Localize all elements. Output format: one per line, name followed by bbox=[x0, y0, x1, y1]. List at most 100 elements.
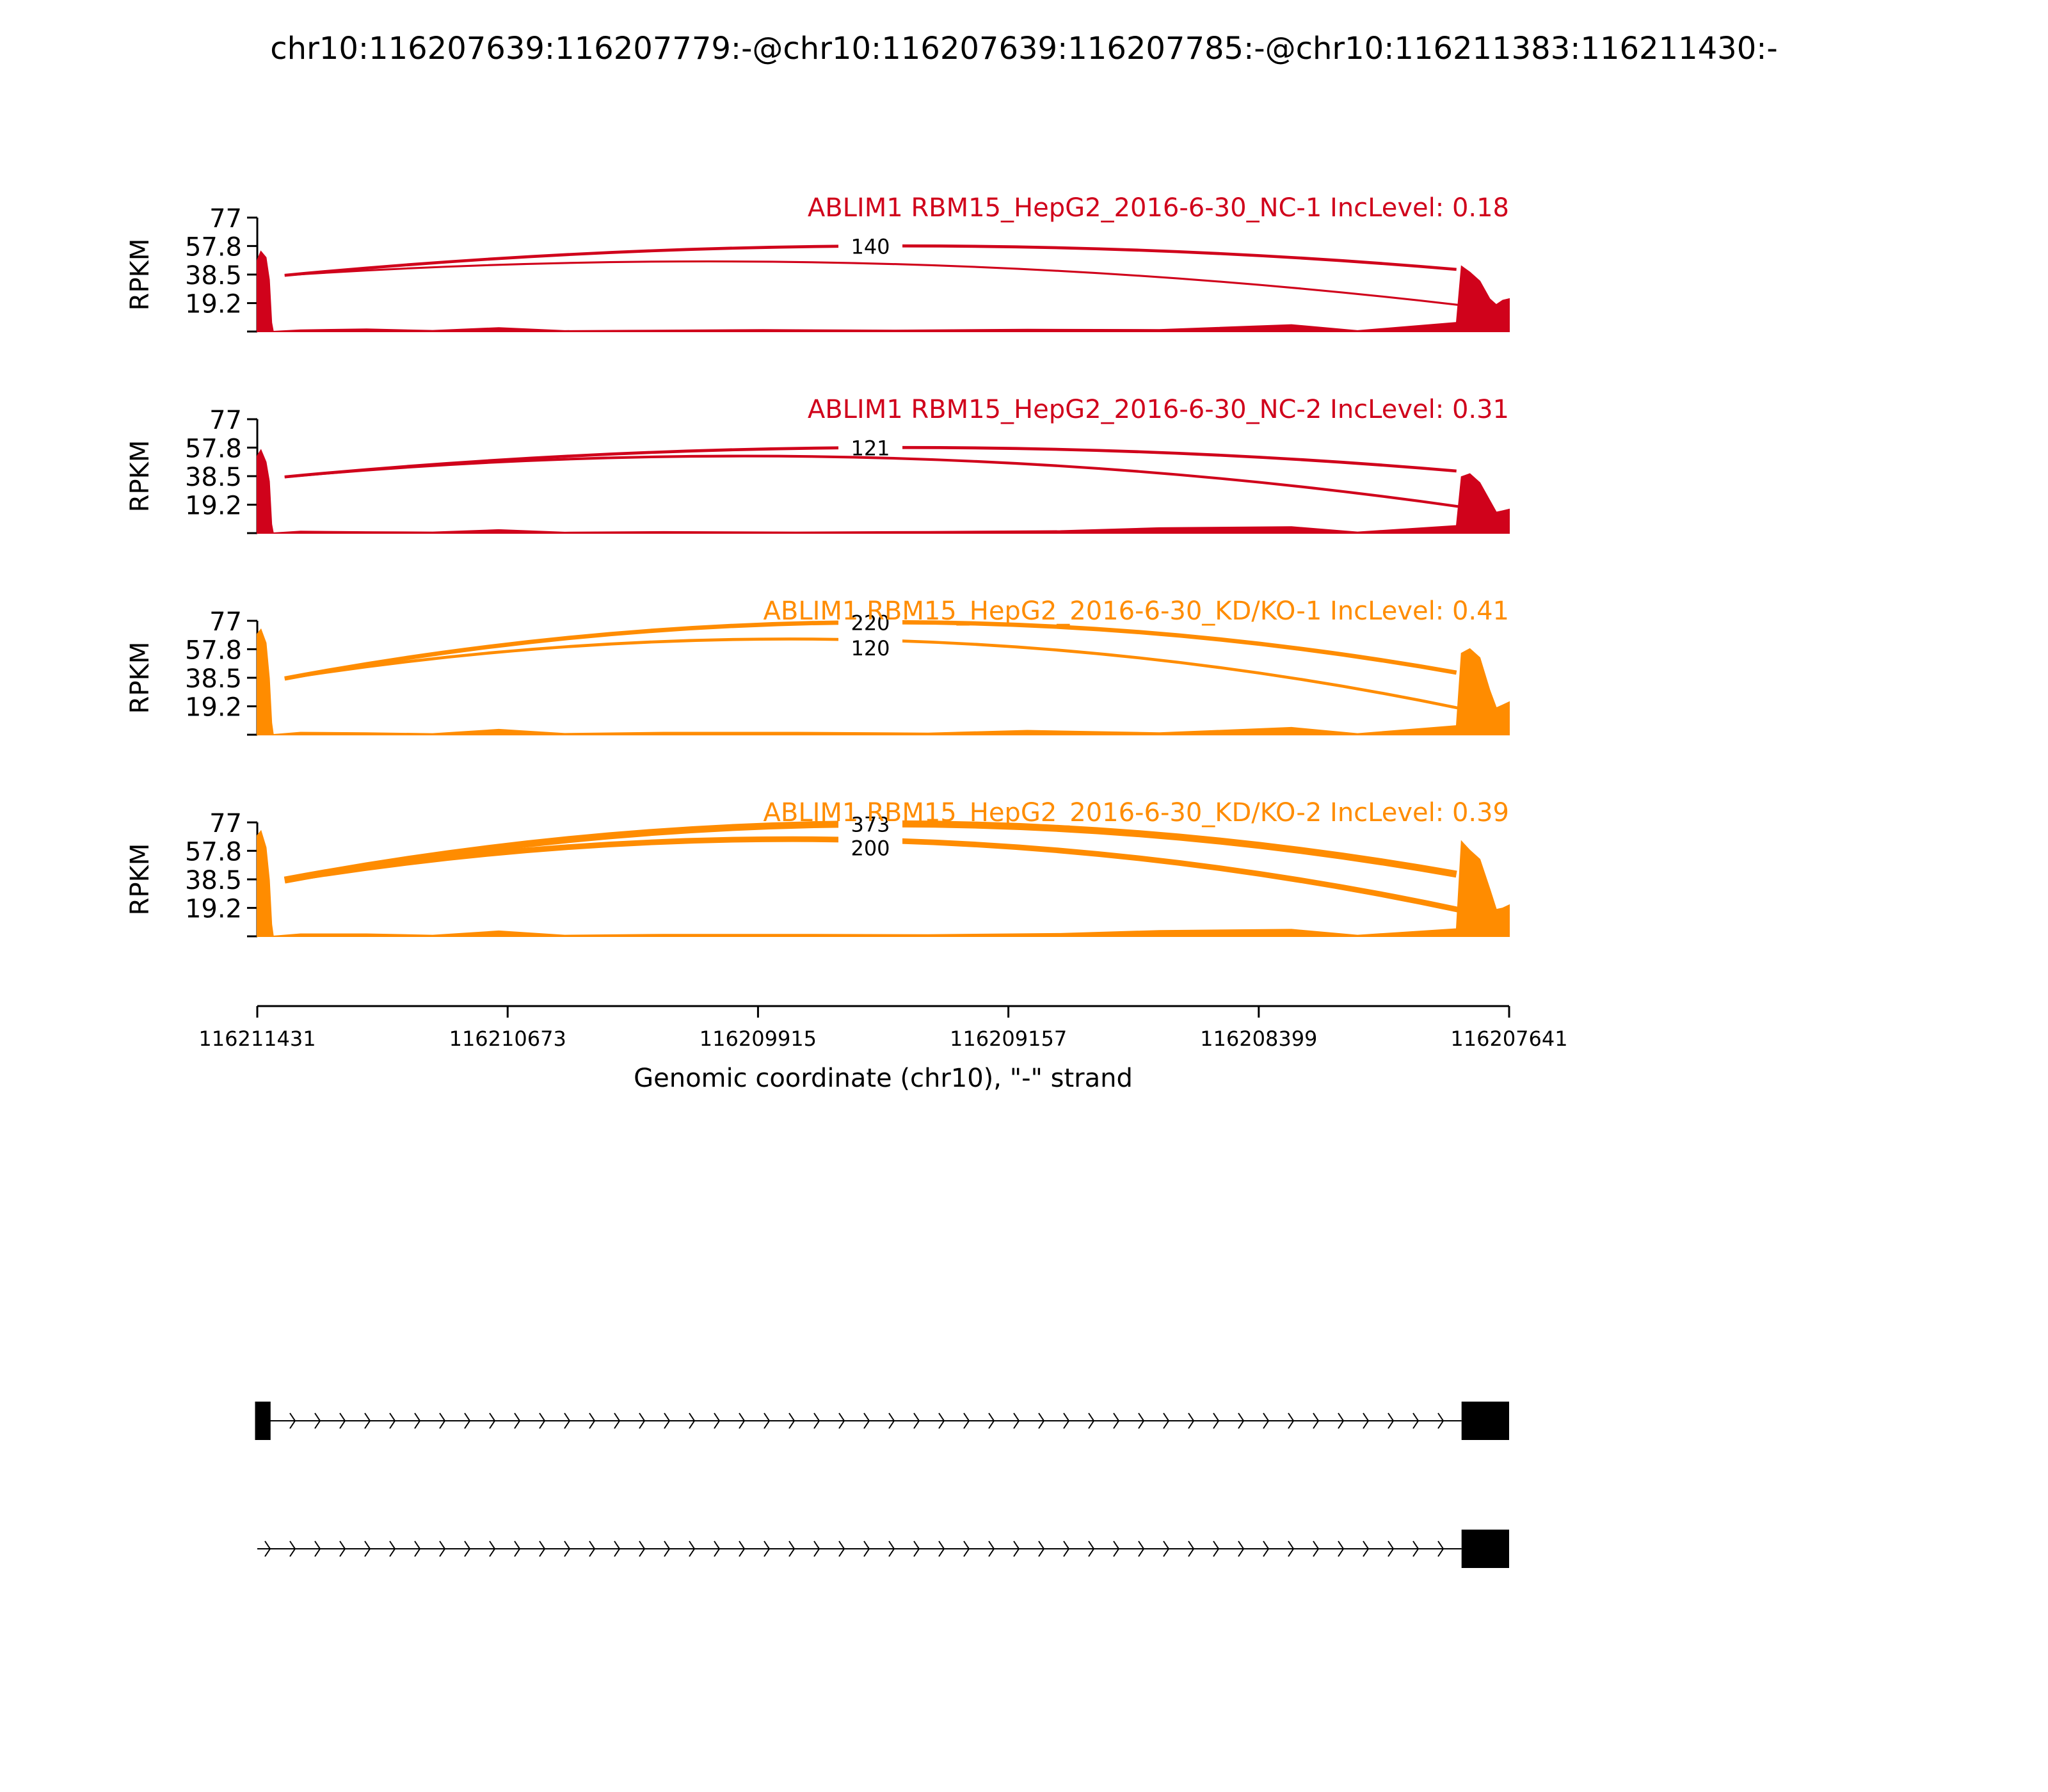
strand-arrow bbox=[1063, 1412, 1070, 1429]
strand-arrow bbox=[489, 1540, 496, 1557]
strand-arrow bbox=[1213, 1540, 1220, 1557]
y-tick-label: 77 bbox=[209, 809, 242, 838]
x-tick-label: 116208399 bbox=[1200, 1027, 1317, 1051]
strand-arrow bbox=[389, 1540, 396, 1557]
strand-arrow bbox=[863, 1540, 870, 1557]
strand-arrow bbox=[1113, 1412, 1120, 1429]
strand-arrow bbox=[838, 1540, 845, 1557]
strand-arrow bbox=[764, 1540, 771, 1557]
strand-arrow bbox=[589, 1412, 596, 1429]
strand-arrow bbox=[788, 1412, 796, 1429]
strand-arrow bbox=[1437, 1412, 1444, 1429]
strand-arrow bbox=[739, 1540, 746, 1557]
y-tick-label: 38.5 bbox=[185, 866, 242, 895]
y-axis-label: RPKM bbox=[125, 844, 155, 916]
junction-label-bg bbox=[838, 835, 902, 861]
x-axis-label: Genomic coordinate (chr10), "-" strand bbox=[634, 1064, 1133, 1093]
y-tick-label: 57.8 bbox=[185, 232, 242, 262]
strand-arrow bbox=[1363, 1540, 1370, 1557]
strand-arrow bbox=[414, 1412, 421, 1429]
strand-arrow bbox=[264, 1540, 271, 1557]
panel-title: ABLIM1 RBM15_HepG2_2016-6-30_NC-2 IncLev… bbox=[808, 395, 1509, 424]
strand-arrow bbox=[714, 1412, 721, 1429]
strand-arrow bbox=[664, 1412, 671, 1429]
strand-arrow bbox=[988, 1412, 995, 1429]
panel-title: ABLIM1 RBM15_HepG2_2016-6-30_KD/KO-1 Inc… bbox=[764, 596, 1509, 626]
junction-arc bbox=[284, 454, 1459, 508]
isoform-track bbox=[255, 1402, 1509, 1568]
strand-arrow bbox=[1313, 1412, 1320, 1429]
strand-arrow bbox=[813, 1412, 820, 1429]
strand-arrow bbox=[963, 1412, 970, 1429]
strand-arrow bbox=[813, 1540, 820, 1557]
coverage-area bbox=[257, 449, 1510, 534]
strand-arrow bbox=[913, 1540, 920, 1557]
strand-arrow bbox=[863, 1412, 870, 1429]
strand-arrow bbox=[1412, 1540, 1420, 1557]
strand-arrow bbox=[639, 1540, 646, 1557]
strand-arrow bbox=[1038, 1540, 1045, 1557]
strand-arrow bbox=[439, 1540, 446, 1557]
isoform-model bbox=[255, 1402, 1509, 1440]
strand-arrow bbox=[1437, 1540, 1444, 1557]
strand-arrow bbox=[1363, 1412, 1370, 1429]
x-tick-label: 116211431 bbox=[198, 1027, 316, 1051]
strand-arrow bbox=[888, 1412, 895, 1429]
junction-count-label: 373 bbox=[851, 812, 890, 836]
y-tick-label: 38.5 bbox=[185, 463, 242, 492]
x-tick-label: 116210673 bbox=[449, 1027, 566, 1051]
strand-arrow bbox=[589, 1540, 596, 1557]
strand-arrow bbox=[1213, 1412, 1220, 1429]
strand-arrow bbox=[788, 1540, 796, 1557]
x-tick-label: 116207641 bbox=[1450, 1027, 1567, 1051]
strand-arrow bbox=[614, 1540, 621, 1557]
strand-arrow bbox=[1163, 1540, 1170, 1557]
strand-arrow bbox=[539, 1540, 546, 1557]
strand-arrow bbox=[1188, 1540, 1195, 1557]
strand-arrow bbox=[689, 1540, 696, 1557]
y-tick-label: 57.8 bbox=[185, 636, 242, 665]
figure-title: chr10:116207639:116207779:-@chr10:116207… bbox=[270, 31, 1778, 67]
strand-arrow bbox=[539, 1412, 546, 1429]
y-tick-label: 77 bbox=[209, 607, 242, 637]
junction-label-bg bbox=[838, 233, 902, 259]
strand-arrow bbox=[514, 1412, 521, 1429]
strand-arrow bbox=[988, 1540, 995, 1557]
strand-arrow bbox=[1412, 1412, 1420, 1429]
strand-arrow bbox=[1338, 1412, 1345, 1429]
junction-count-label: 220 bbox=[851, 611, 890, 635]
strand-arrow bbox=[489, 1412, 496, 1429]
panel-title: ABLIM1 RBM15_HepG2_2016-6-30_NC-1 IncLev… bbox=[808, 193, 1509, 223]
y-tick-label: 19.2 bbox=[185, 693, 242, 723]
strand-arrow bbox=[1338, 1540, 1345, 1557]
strand-arrow bbox=[639, 1412, 646, 1429]
strand-arrow bbox=[1288, 1540, 1295, 1557]
y-axis-label: RPKM bbox=[125, 239, 155, 311]
strand-arrow bbox=[1113, 1540, 1120, 1557]
x-axis: 116211431 116210673 116209915 116209157 1162… bbox=[198, 1005, 1568, 1093]
y-tick-label: 77 bbox=[209, 204, 242, 234]
strand-arrow bbox=[614, 1412, 621, 1429]
junction-arc bbox=[284, 260, 1459, 306]
strand-arrow bbox=[1238, 1540, 1245, 1557]
y-tick-label: 19.2 bbox=[185, 895, 242, 924]
coverage-area bbox=[257, 829, 1510, 938]
strand-arrow bbox=[938, 1540, 945, 1557]
strand-arrow bbox=[564, 1412, 571, 1429]
strand-arrow bbox=[339, 1412, 346, 1429]
y-axis-label: RPKM bbox=[125, 440, 155, 513]
strand-arrow bbox=[1313, 1540, 1320, 1557]
strand-arrow bbox=[389, 1412, 396, 1429]
strand-arrow bbox=[364, 1412, 371, 1429]
junction-label-bg bbox=[838, 635, 902, 661]
y-tick-label: 38.5 bbox=[185, 664, 242, 694]
x-ticks: 116211431 116210673 116209915 116209157 1162… bbox=[198, 1006, 1568, 1051]
strand-arrow bbox=[364, 1540, 371, 1557]
strand-arrow bbox=[888, 1540, 895, 1557]
y-tick-label: 57.8 bbox=[185, 434, 242, 463]
strand-arrow bbox=[464, 1540, 471, 1557]
